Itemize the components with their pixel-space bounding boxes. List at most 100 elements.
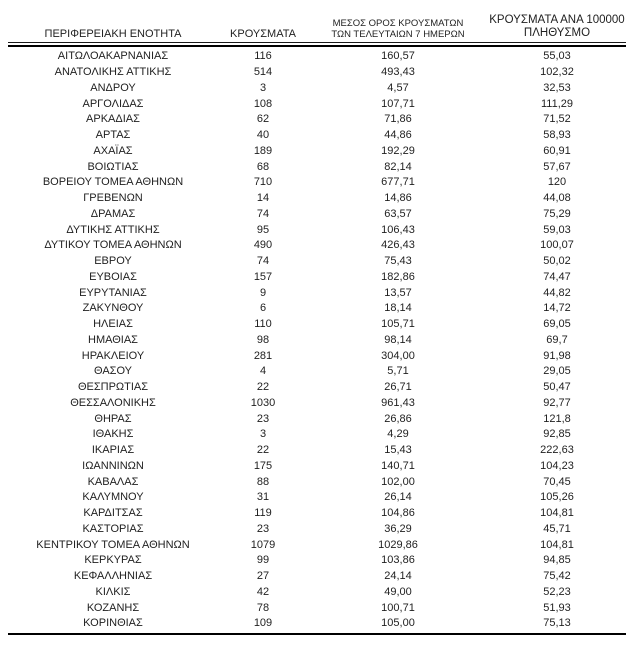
- cell-per100k: 100,07: [540, 239, 574, 252]
- cell-region: ΚΕΡΚΥΡΑΣ: [84, 554, 142, 567]
- cell-per100k: 104,81: [540, 538, 574, 551]
- cell-per100k: 50,02: [543, 255, 571, 268]
- cell-avg7: 182,86: [381, 270, 415, 283]
- cell-avg7: 5,71: [387, 365, 409, 378]
- cell-cases: 119: [254, 507, 272, 520]
- header-per100k-line2: ΠΛΗΘΥΣΜΟ: [523, 27, 591, 39]
- cell-cases: 23: [256, 412, 270, 425]
- cell-cases: 175: [253, 459, 273, 472]
- cell-per100k: 94,85: [543, 554, 571, 567]
- cell-per100k: 111,29: [540, 97, 573, 110]
- cell-per100k: 51,93: [543, 601, 571, 614]
- table-row: ΘΑΣΟΥ 4 5,71 29,05: [8, 364, 626, 380]
- cell-cases: 62: [256, 113, 270, 126]
- cell-avg7: 26,71: [384, 381, 412, 394]
- cell-region: ΙΚΑΡΙΑΣ: [91, 444, 135, 457]
- cell-region: ΚΟΡΙΝΘΙΑΣ: [83, 617, 143, 630]
- cell-avg7: 677,71: [381, 176, 415, 189]
- cell-region: ΚΙΛΚΙΣ: [95, 585, 131, 598]
- cell-per100k: 44,08: [543, 192, 571, 205]
- table-row: ΑΡΚΑΔΙΑΣ 62 71,86 71,52: [8, 112, 626, 128]
- cell-avg7: 160,57: [381, 50, 415, 63]
- cell-per100k: 45,71: [543, 522, 571, 535]
- cell-cases: 22: [256, 444, 270, 457]
- table-row: ΙΘΑΚΗΣ 3 4,29 92,85: [8, 427, 626, 443]
- cell-avg7: 26,14: [384, 491, 412, 504]
- cell-region: ΑΙΤΩΛΟΑΚΑΡΝΑΝΙΑΣ: [57, 50, 169, 63]
- cell-region: ΑΡΓΟΛΙΔΑΣ: [82, 97, 144, 110]
- cell-region: ΗΡΑΚΛΕΙΟΥ: [81, 349, 145, 362]
- cell-cases: 514: [253, 66, 273, 79]
- table-row: ΗΛΕΙΑΣ 110 105,71 69,05: [8, 317, 626, 333]
- cell-avg7: 105,00: [381, 617, 415, 630]
- table-row: ΚΕΦΑΛΛΗΝΙΑΣ 27 24,14 75,42: [8, 569, 626, 585]
- cell-avg7: 36,29: [384, 522, 412, 535]
- header-rule-thin: [8, 42, 626, 43]
- cell-region: ΚΑΡΔΙΤΣΑΣ: [83, 507, 143, 520]
- cell-cases: 281: [253, 349, 273, 362]
- table-row: ΗΜΑΘΙΑΣ 98 98,14 69,7: [8, 333, 626, 349]
- cell-cases: 4: [259, 365, 267, 378]
- cell-avg7: 104,86: [381, 507, 415, 520]
- cell-per100k: 32,53: [543, 81, 571, 94]
- cell-region: ΚΕΝΤΡΙΚΟΥ ΤΟΜΕΑ ΑΘΗΝΩΝ: [36, 538, 190, 551]
- cell-region: ΓΡΕΒΕΝΩΝ: [83, 192, 143, 205]
- table-row: ΘΗΡΑΣ 23 26,86 121,8: [8, 411, 626, 427]
- cell-avg7: 961,43: [381, 396, 415, 409]
- cell-cases: 78: [256, 601, 270, 614]
- header-per100k: ΚΡΟΥΣΜΑΤΑ ΑΝΑ 100000 ΠΛΗΘΥΣΜΟ: [488, 14, 626, 40]
- cell-region: ΚΑΣΤΟΡΙΑΣ: [82, 522, 144, 535]
- cell-cases: 110: [254, 318, 272, 331]
- header-rule-thick: [8, 45, 626, 47]
- table-row: ΙΚΑΡΙΑΣ 22 15,43 222,63: [8, 443, 626, 459]
- cell-per100k: 104,23: [540, 459, 574, 472]
- cell-per100k: 75,42: [543, 570, 571, 583]
- cell-per100k: 57,67: [543, 160, 571, 173]
- cell-region: ΘΗΡΑΣ: [94, 412, 132, 425]
- cell-region: ΘΑΣΟΥ: [93, 365, 133, 378]
- cell-region: ΑΡΤΑΣ: [95, 129, 131, 142]
- cell-per100k: 44,82: [543, 286, 571, 299]
- cell-per100k: 52,23: [543, 585, 571, 598]
- header-avg7-line2: ΤΩΝ ΤΕΛΕΥΤΑΙΩΝ 7 ΗΜΕΡΩΝ: [331, 29, 465, 40]
- table-row: ΗΡΑΚΛΕΙΟΥ 281 304,00 91,98: [8, 348, 626, 364]
- table-row: ΑΡΓΟΛΙΔΑΣ 108 107,71 111,29: [8, 96, 626, 112]
- cell-cases: 88: [256, 475, 270, 488]
- table-row: ΔΥΤΙΚΗΣ ΑΤΤΙΚΗΣ 95 106,43 59,03: [8, 222, 626, 238]
- cell-per100k: 60,91: [543, 144, 571, 157]
- cell-region: ΚΑΒΑΛΑΣ: [87, 475, 139, 488]
- cell-cases: 157: [253, 270, 273, 283]
- cell-avg7: 82,14: [384, 160, 412, 173]
- cell-per100k: 71,52: [543, 113, 571, 126]
- cell-cases: 95: [256, 223, 270, 236]
- cell-avg7: 98,14: [384, 333, 412, 346]
- cell-cases: 116: [254, 50, 272, 63]
- cell-region: ΖΑΚΥΝΘΟΥ: [82, 302, 144, 315]
- cell-avg7: 71,86: [384, 113, 412, 126]
- cell-cases: 74: [256, 207, 270, 220]
- cell-region: ΘΕΣΣΑΛΟΝΙΚΗΣ: [70, 396, 156, 409]
- table-row: ΚΑΡΔΙΤΣΑΣ 119 104,86 104,81: [8, 506, 626, 522]
- cell-avg7: 26,86: [384, 412, 412, 425]
- cell-cases: 6: [259, 302, 267, 315]
- cell-region: ΕΥΡΥΤΑΝΙΑΣ: [79, 286, 147, 299]
- cell-avg7: 100,71: [381, 601, 415, 614]
- regional-cases-table: ΠΕΡΙΦΕΡΕΙΑΚΗ ΕΝΟΤΗΤΑ ΚΡΟΥΣΜΑΤΑ ΜΕΣΟΣ ΟΡΟ…: [8, 14, 626, 635]
- header-per100k-line1: ΚΡΟΥΣΜΑΤΑ ΑΝΑ 100000: [489, 14, 625, 26]
- cell-per100k: 75,29: [543, 207, 571, 220]
- table-row: ΑΙΤΩΛΟΑΚΑΡΝΑΝΙΑΣ 116 160,57 55,03: [8, 49, 626, 65]
- cell-cases: 68: [256, 160, 270, 173]
- table-row: ΚΟΖΑΝΗΣ 78 100,71 51,93: [8, 600, 626, 616]
- cell-region: ΒΟΙΩΤΙΑΣ: [87, 160, 139, 173]
- header-region: ΠΕΡΙΦΕΡΕΙΑΚΗ ΕΝΟΤΗΤΑ: [8, 28, 218, 40]
- cell-cases: 27: [256, 570, 270, 583]
- table-row: ΙΩΑΝΝΙΝΩΝ 175 140,71 104,23: [8, 459, 626, 475]
- table-row: ΚΕΡΚΥΡΑΣ 99 103,86 94,85: [8, 553, 626, 569]
- table-row: ΚΙΛΚΙΣ 42 49,00 52,23: [8, 585, 626, 601]
- table-row: ΑΡΤΑΣ 40 44,86 58,93: [8, 128, 626, 144]
- cell-per100k: 74,47: [543, 270, 571, 283]
- cell-cases: 490: [253, 239, 273, 252]
- cell-region: ΚΑΛΥΜΝΟΥ: [82, 491, 144, 504]
- table-row: ΔΥΤΙΚΟΥ ΤΟΜΕΑ ΑΘΗΝΩΝ 490 426,43 100,07: [8, 238, 626, 254]
